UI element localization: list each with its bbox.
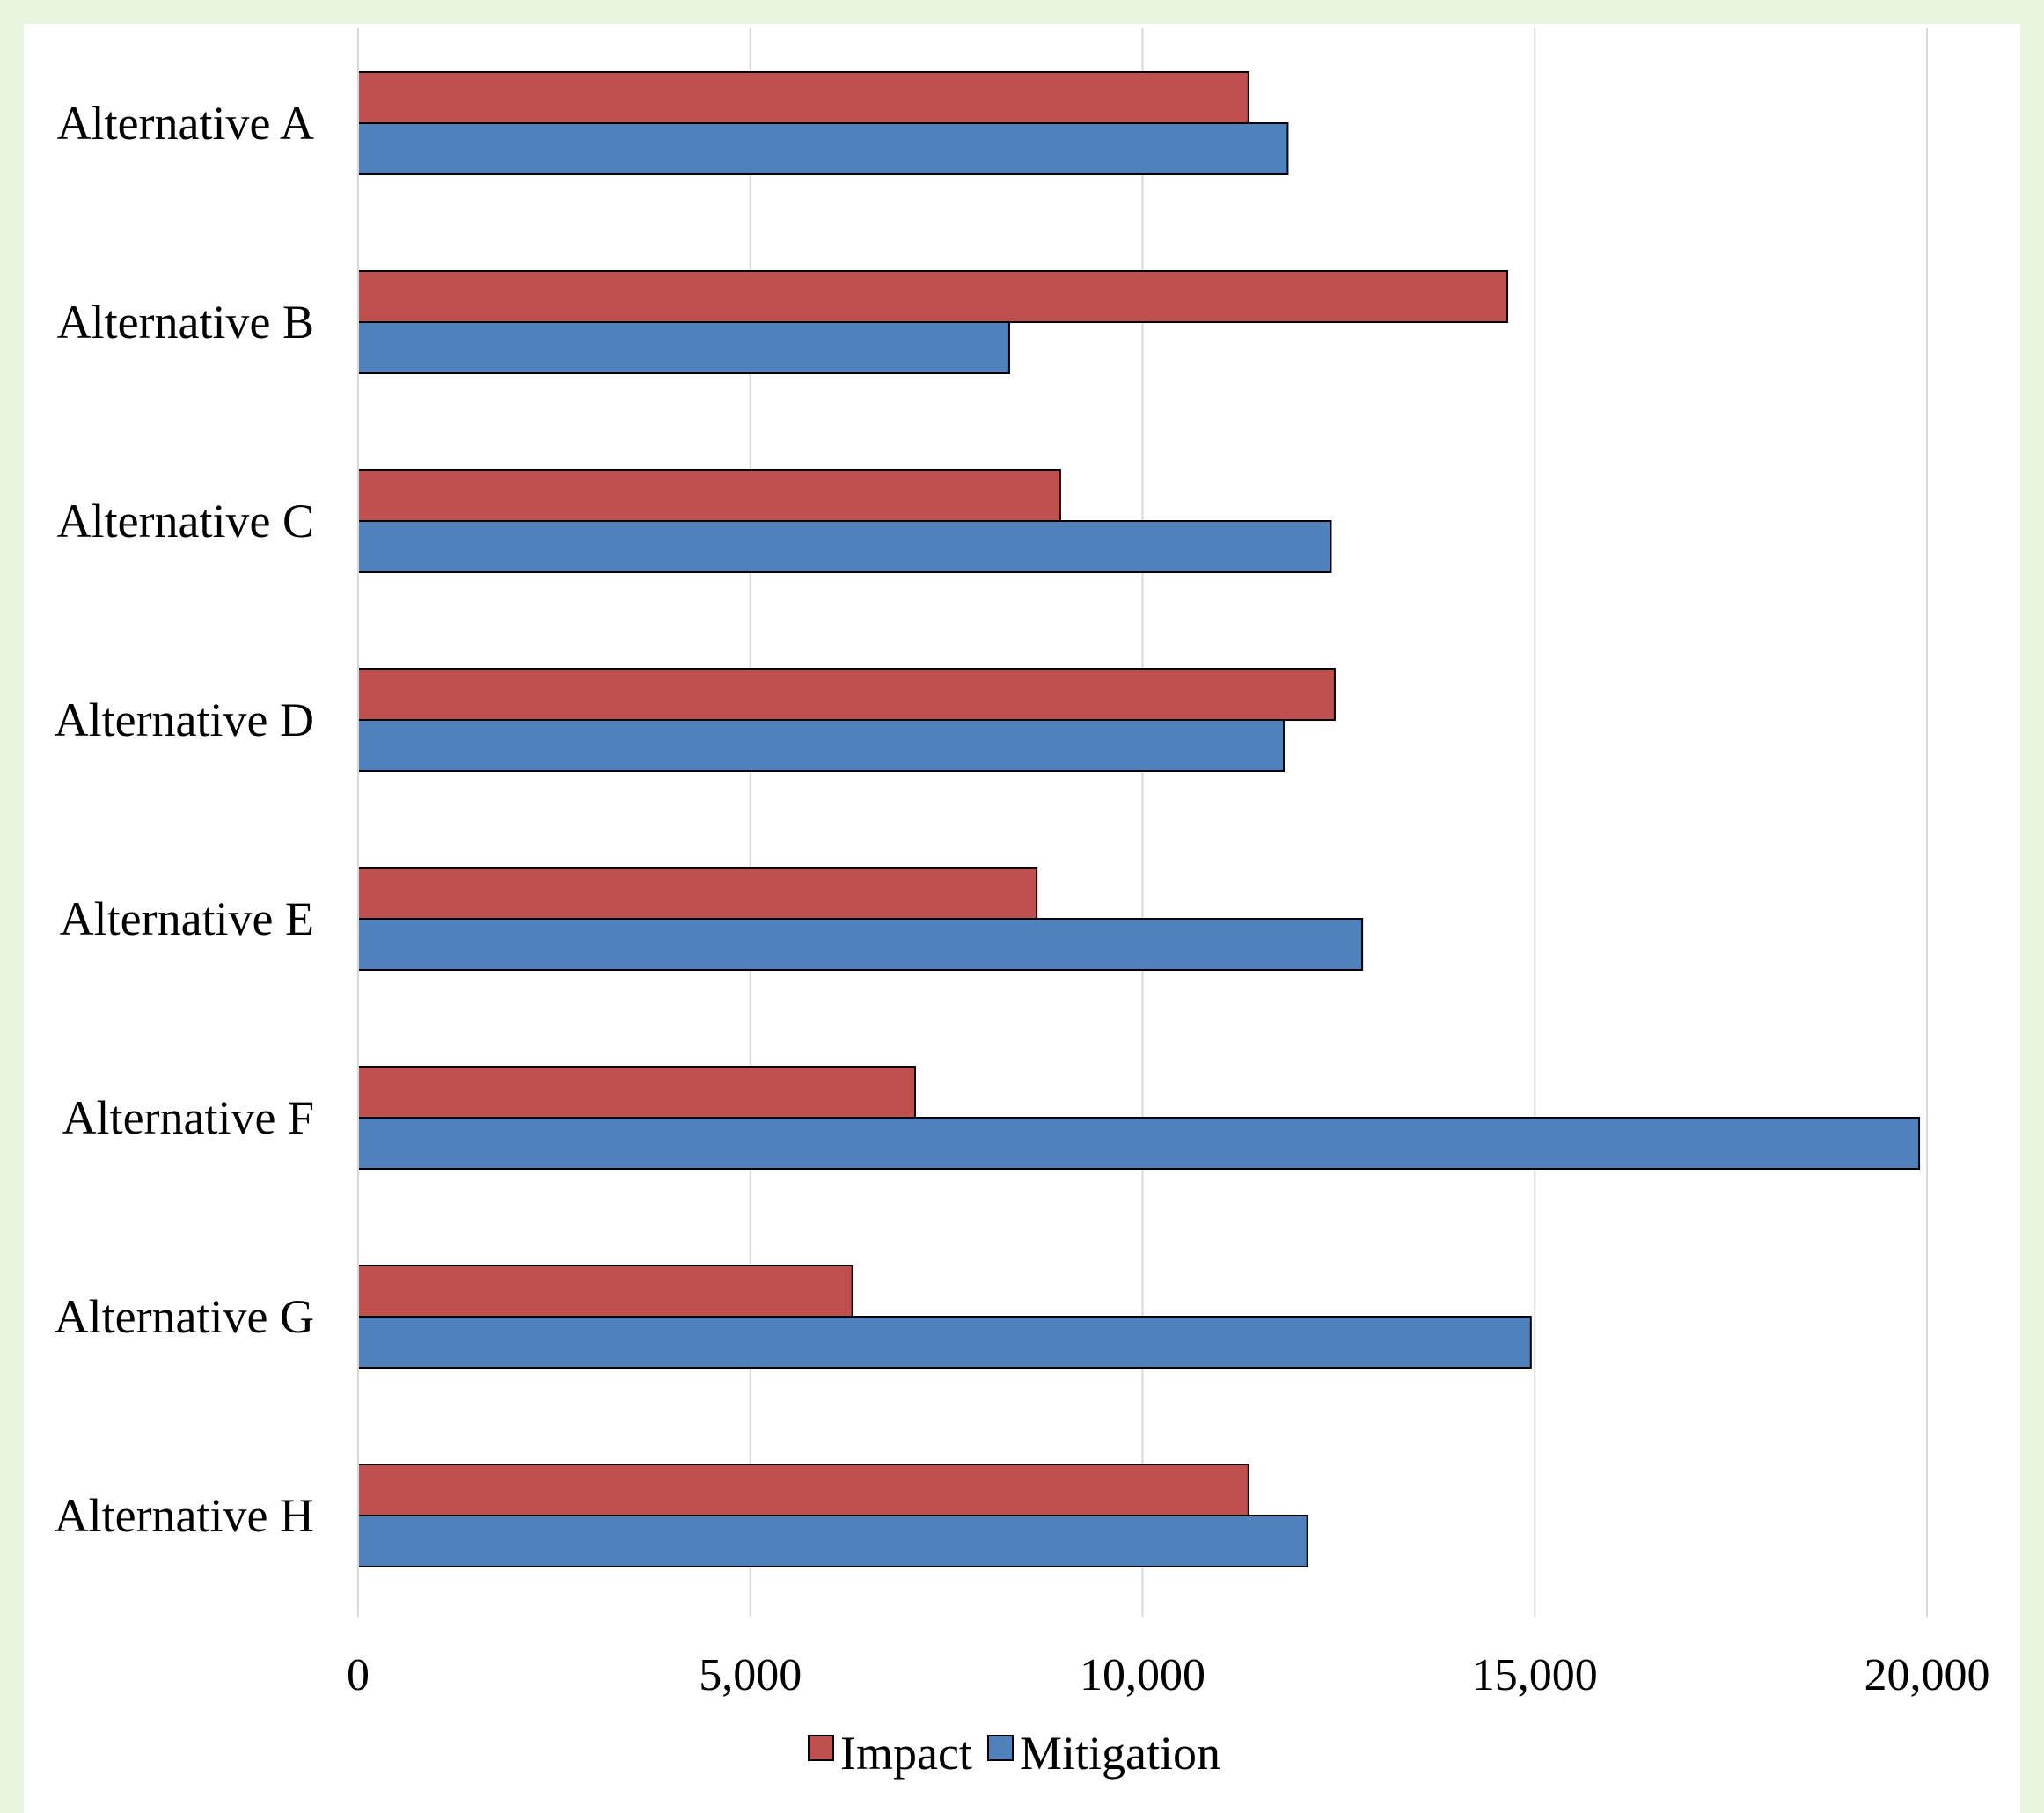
bar-impact [357,270,1509,323]
category-label: Alternative D [55,694,314,746]
x-tick-label: 15,000 [1472,1650,1598,1700]
bar-chart: Alternative A Alternative B Alternative C A… [55,28,1990,1780]
category-label: Alternative G [55,1290,314,1343]
bar-mitigation [357,321,1010,374]
bar-impact [357,1464,1249,1516]
bars [357,71,1921,1567]
bar-impact [357,668,1336,721]
bar-impact [357,867,1038,920]
bar-impact [357,1066,916,1119]
bar-mitigation [357,1316,1532,1369]
legend-swatch-mitigation [987,1735,1014,1761]
bar-impact [357,1265,853,1318]
chart-panel: Alternative A Alternative B Alternative C A… [24,24,2020,1813]
bar-mitigation [357,1117,1921,1170]
legend-label-mitigation: Mitigation [1020,1727,1220,1780]
bar-mitigation [357,1515,1308,1567]
x-tick-label: 0 [347,1650,370,1700]
x-tick-label: 10,000 [1080,1650,1205,1700]
category-label: Alternative A [57,97,314,150]
bar-mitigation [357,122,1289,175]
category-label: Alternative E [60,892,314,945]
category-label: Alternative C [57,495,314,547]
legend-label-impact: Impact [840,1727,972,1780]
bar-impact [357,469,1061,522]
x-tick-label: 5,000 [699,1650,802,1700]
bar-mitigation [357,520,1332,573]
tick-labels: 0 5,000 10,000 15,000 20,000 [347,1650,1990,1700]
legend-swatch-impact [808,1735,834,1761]
category-label: Alternative H [55,1489,314,1542]
x-tick-label: 20,000 [1865,1650,1990,1700]
legend: Impact Mitigation [808,1727,1220,1780]
bar-mitigation [357,719,1285,772]
bar-mitigation [357,918,1364,971]
bar-impact [357,71,1249,124]
category-label: Alternative F [62,1091,314,1144]
category-label: Alternative B [57,296,314,349]
category-labels: Alternative A Alternative B Alternative C A… [55,97,314,1542]
gridlines [749,28,1928,1617]
